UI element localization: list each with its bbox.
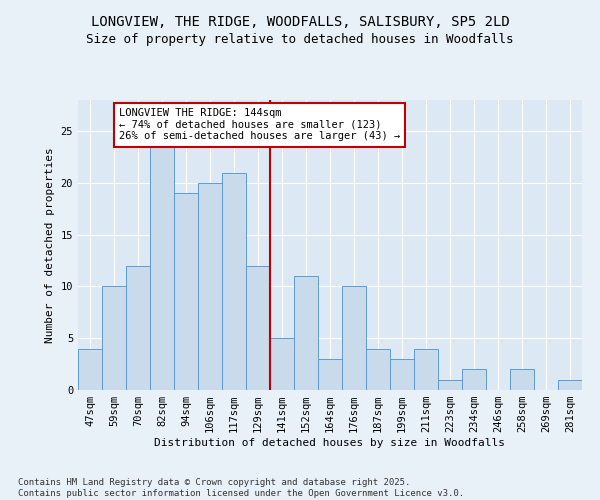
Bar xyxy=(78,348,102,390)
Bar xyxy=(246,266,270,390)
Bar xyxy=(342,286,366,390)
Bar xyxy=(318,359,342,390)
Text: Contains HM Land Registry data © Crown copyright and database right 2025.
Contai: Contains HM Land Registry data © Crown c… xyxy=(18,478,464,498)
Bar xyxy=(510,370,534,390)
Bar xyxy=(366,348,390,390)
Bar xyxy=(462,370,486,390)
Bar xyxy=(198,183,222,390)
Bar xyxy=(222,172,246,390)
Bar xyxy=(414,348,438,390)
Bar xyxy=(438,380,462,390)
Bar xyxy=(102,286,126,390)
Bar xyxy=(558,380,582,390)
Bar xyxy=(174,193,198,390)
Bar xyxy=(294,276,318,390)
Text: LONGVIEW, THE RIDGE, WOODFALLS, SALISBURY, SP5 2LD: LONGVIEW, THE RIDGE, WOODFALLS, SALISBUR… xyxy=(91,15,509,29)
Y-axis label: Number of detached properties: Number of detached properties xyxy=(45,147,55,343)
Text: Size of property relative to detached houses in Woodfalls: Size of property relative to detached ho… xyxy=(86,32,514,46)
X-axis label: Distribution of detached houses by size in Woodfalls: Distribution of detached houses by size … xyxy=(155,438,505,448)
Bar xyxy=(150,131,174,390)
Bar xyxy=(126,266,150,390)
Text: LONGVIEW THE RIDGE: 144sqm
← 74% of detached houses are smaller (123)
26% of sem: LONGVIEW THE RIDGE: 144sqm ← 74% of deta… xyxy=(119,108,400,142)
Bar xyxy=(390,359,414,390)
Bar xyxy=(270,338,294,390)
